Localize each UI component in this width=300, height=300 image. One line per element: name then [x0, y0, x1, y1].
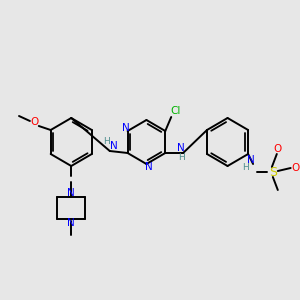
Text: N: N: [110, 141, 118, 151]
Text: H: H: [103, 136, 110, 146]
Text: H: H: [178, 152, 184, 161]
Text: N: N: [68, 188, 75, 198]
Text: S: S: [269, 166, 277, 178]
Text: O: O: [292, 163, 300, 173]
Text: O: O: [31, 117, 39, 127]
Text: N: N: [177, 143, 185, 153]
Text: O: O: [274, 144, 282, 154]
Text: N: N: [247, 155, 255, 165]
Text: N: N: [145, 162, 152, 172]
Text: N: N: [122, 123, 130, 133]
Text: Cl: Cl: [170, 106, 180, 116]
Text: H: H: [242, 163, 248, 172]
Text: N: N: [68, 218, 75, 228]
